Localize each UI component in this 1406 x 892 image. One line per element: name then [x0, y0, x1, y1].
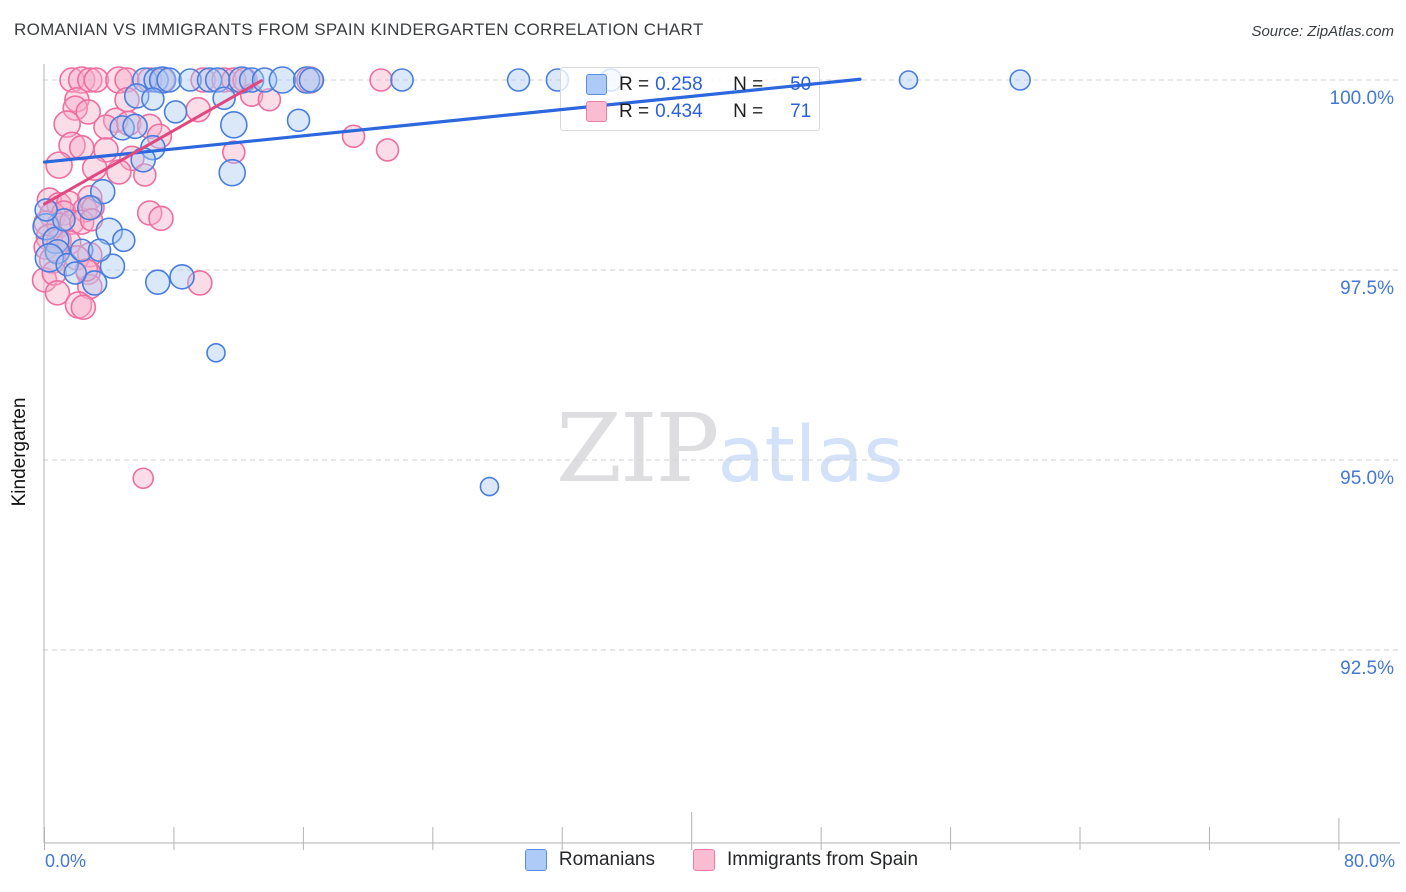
data-point-romanians[interactable]	[156, 67, 182, 93]
series-legend: Romanians Immigrants from Spain	[45, 849, 1398, 871]
page-title: ROMANIAN VS IMMIGRANTS FROM SPAIN KINDER…	[14, 20, 704, 39]
zipatlas-watermark: ZIPatlas	[556, 402, 904, 497]
data-point-romanians[interactable]	[122, 113, 148, 140]
data-point-spain[interactable]	[83, 67, 110, 93]
data-point-romanians[interactable]	[144, 269, 171, 295]
y-axis-label: 100.0%	[1330, 88, 1395, 109]
data-point-romanians[interactable]	[163, 100, 188, 124]
data-point-romanians[interactable]	[218, 158, 246, 187]
data-point-spain[interactable]	[44, 279, 71, 306]
data-point-romanians[interactable]	[220, 111, 248, 139]
romanians-swatch-icon	[524, 849, 547, 871]
data-point-romanians[interactable]	[268, 66, 297, 94]
data-point-romanians[interactable]	[111, 228, 136, 253]
spain-swatch-icon	[586, 101, 607, 122]
data-point-spain[interactable]	[68, 134, 95, 161]
data-point-spain[interactable]	[369, 68, 393, 92]
data-point-romanians[interactable]	[141, 87, 165, 111]
data-point-romanians[interactable]	[506, 68, 531, 92]
data-point-romanians[interactable]	[69, 238, 94, 263]
source-attribution: Source: ZipAtlas.com	[1251, 23, 1394, 40]
legend-item-romanians[interactable]: Romanians	[524, 849, 655, 871]
data-point-romanians[interactable]	[99, 253, 126, 280]
data-point-romanians[interactable]	[206, 343, 226, 363]
data-point-romanians[interactable]	[34, 198, 58, 222]
data-point-romanians[interactable]	[130, 147, 156, 173]
n-value-romanians: 50	[790, 73, 812, 95]
data-point-romanians[interactable]	[63, 261, 88, 285]
spain-swatch-icon	[692, 849, 715, 871]
data-point-spain[interactable]	[59, 209, 85, 235]
data-point-romanians[interactable]	[52, 208, 76, 232]
legend-item-label: Immigrants from Spain	[726, 849, 919, 870]
data-point-spain[interactable]	[68, 209, 95, 235]
legend-row-spain: R = 0.434 N = 71	[586, 101, 818, 123]
legend-row-romanians: R = 0.258 N = 50	[586, 74, 818, 96]
data-point-spain[interactable]	[106, 159, 132, 185]
legend-item-label: Romanians	[558, 849, 655, 870]
n-label: N =	[733, 100, 764, 122]
watermark-zip: ZIP	[556, 394, 719, 504]
data-point-romanians[interactable]	[390, 68, 414, 92]
data-point-spain[interactable]	[185, 96, 212, 123]
y-axis-label: 92.5%	[1340, 658, 1394, 679]
data-point-spain[interactable]	[148, 205, 174, 232]
y-axis-title: Kindergarten	[9, 397, 30, 507]
data-point-romanians[interactable]	[898, 70, 919, 90]
x-axis-max-label: 80.0%	[1343, 851, 1395, 871]
data-point-romanians[interactable]	[87, 238, 112, 263]
data-point-spain[interactable]	[45, 151, 73, 179]
r-label: R =	[619, 73, 650, 95]
data-point-romanians[interactable]	[298, 67, 325, 93]
data-point-spain[interactable]	[70, 294, 97, 321]
data-point-romanians[interactable]	[77, 194, 103, 221]
n-value-spain: 71	[790, 100, 812, 122]
r-value-romanians: 0.258	[655, 73, 703, 95]
data-point-romanians[interactable]	[479, 476, 500, 497]
watermark-atlas: atlas	[717, 411, 904, 500]
romanians-swatch-icon	[586, 74, 607, 95]
data-point-spain[interactable]	[132, 467, 154, 490]
data-point-romanians[interactable]	[286, 108, 311, 133]
data-point-spain[interactable]	[375, 138, 400, 162]
r-value-spain: 0.434	[655, 100, 703, 122]
r-label: R =	[619, 100, 650, 122]
data-point-romanians[interactable]	[169, 264, 195, 290]
data-point-spain[interactable]	[81, 155, 108, 181]
data-point-romanians[interactable]	[1009, 69, 1031, 91]
data-point-romanians[interactable]	[212, 86, 236, 111]
y-axis-label: 95.0%	[1340, 468, 1394, 489]
y-axis-label: 97.5%	[1340, 278, 1394, 299]
n-label: N =	[733, 73, 764, 95]
legend-item-spain[interactable]: Immigrants from Spain	[692, 849, 919, 871]
x-axis-min-label: 0.0%	[45, 851, 87, 871]
correlation-legend: R = 0.258 N = 50 R = 0.434 N = 71	[560, 67, 818, 129]
data-point-spain[interactable]	[341, 124, 366, 149]
data-point-romanians[interactable]	[81, 270, 108, 296]
